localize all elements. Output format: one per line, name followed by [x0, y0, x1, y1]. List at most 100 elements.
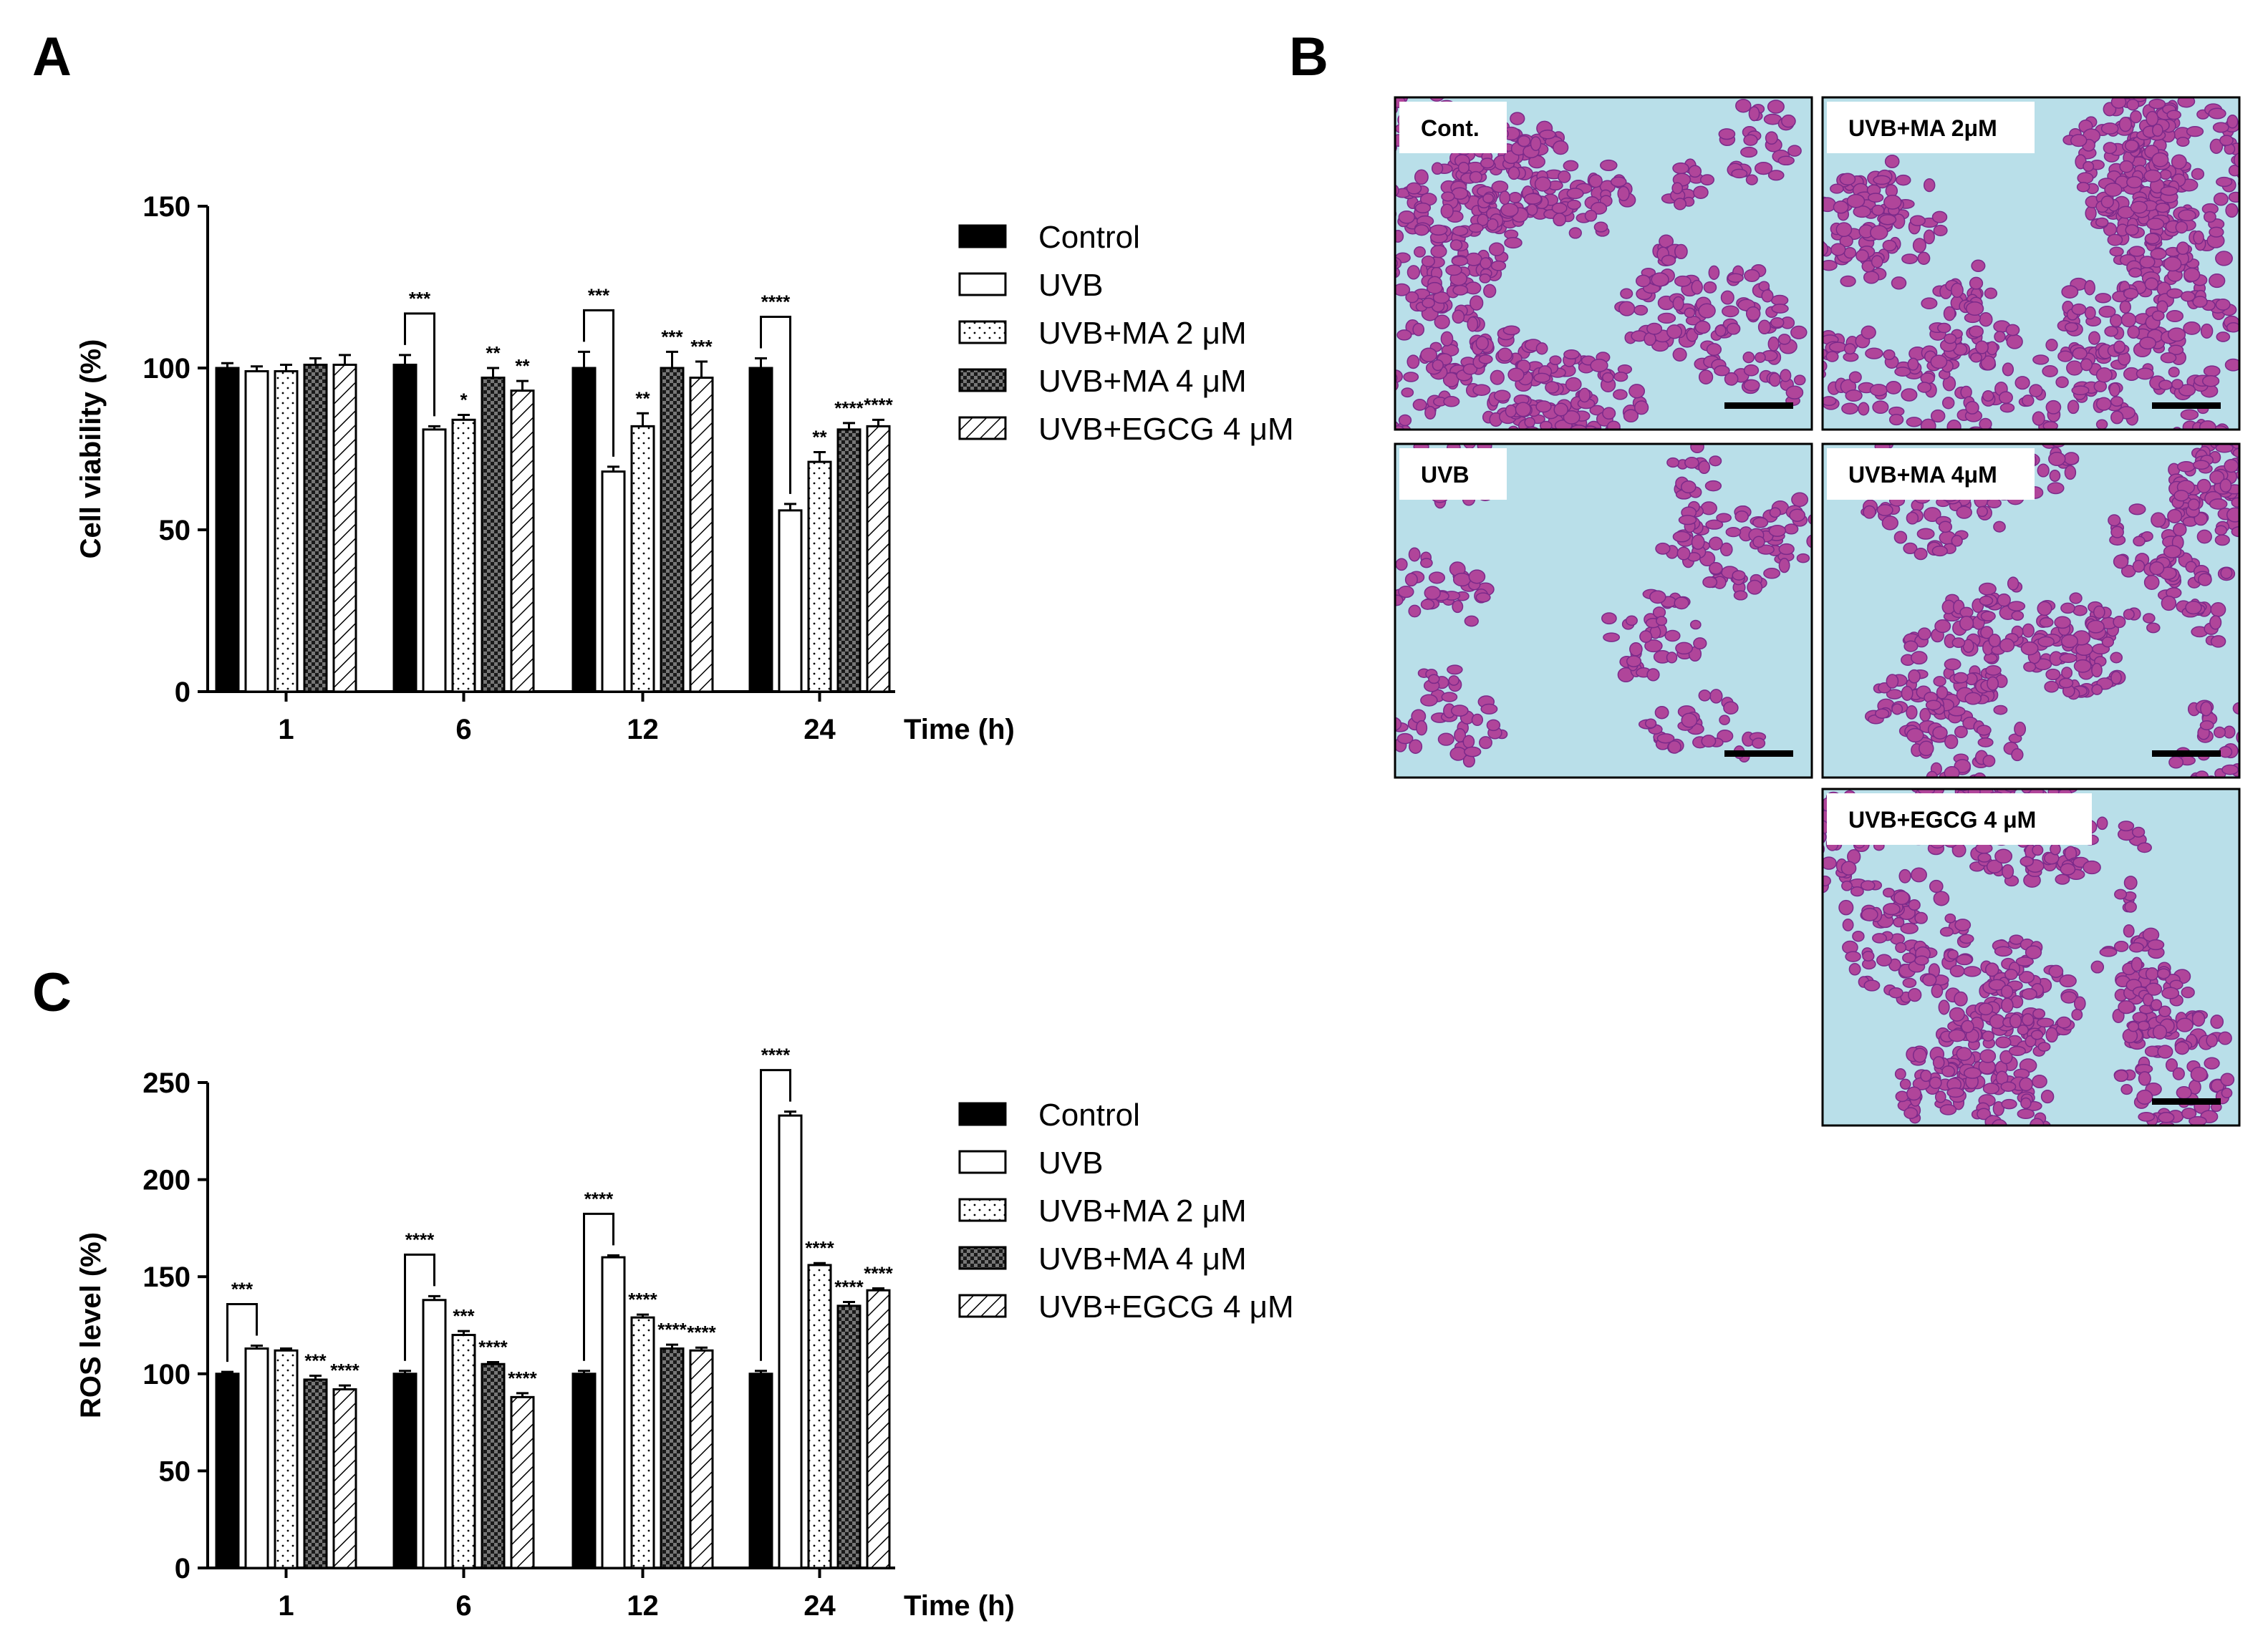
cell: [2136, 367, 2154, 380]
cell: [2224, 458, 2239, 473]
cell: [1432, 359, 1444, 372]
cell: [2199, 720, 2214, 730]
cell: [1954, 725, 1968, 738]
cell: [2142, 613, 2156, 624]
cell: [1823, 875, 1831, 886]
cell: [1693, 637, 1707, 650]
cell: [1409, 739, 1423, 754]
cell: [2247, 437, 2259, 447]
cell: [1644, 639, 1663, 653]
cell: [2231, 526, 2239, 538]
cell: [1965, 301, 1984, 316]
cell: [2096, 816, 2108, 831]
cell: [2232, 447, 2239, 458]
cell: [2166, 288, 2183, 299]
y-tick-label: 0: [175, 1553, 190, 1584]
cell: [1431, 162, 1444, 175]
cell: [1600, 159, 1618, 171]
cell: [2007, 601, 2026, 611]
cell: [1398, 586, 1414, 599]
cell: [1376, 115, 1392, 127]
cell: [1693, 185, 1709, 199]
cell: [1923, 229, 1935, 245]
cell: [1835, 222, 1853, 237]
cell: [1464, 746, 1482, 757]
cell: [1441, 692, 1458, 702]
cell: [1861, 880, 1876, 891]
cell: [1680, 480, 1697, 494]
cell: [1478, 354, 1493, 364]
cell: [2110, 410, 2124, 425]
cell: [2054, 616, 2071, 629]
cell: [1667, 740, 1681, 754]
panel-label-c: C: [32, 962, 72, 1023]
bar-uvb: [778, 509, 803, 693]
cell: [2252, 505, 2268, 515]
cell: [1535, 342, 1548, 355]
significance-label: **: [812, 427, 827, 448]
cell: [2220, 1073, 2235, 1087]
cell: [1863, 271, 1880, 284]
significance-label: **: [515, 355, 530, 377]
cell: [2165, 1058, 2178, 1073]
cell: [1803, 843, 1816, 853]
micrograph-label: Cont.: [1421, 115, 1480, 141]
cell: [2071, 1008, 2083, 1021]
cell: [2191, 1011, 2206, 1027]
cell: [1723, 701, 1739, 715]
cell: [1379, 367, 1391, 379]
cell: [1912, 238, 1926, 253]
cell: [2073, 996, 2086, 1011]
micrograph-panel: Cont. UVB+MA 2μM UVB UVB+MA 4μM UVB+EGCG 4 μ…: [1373, 96, 2268, 1127]
cell: [2042, 421, 2058, 430]
cell: [1565, 377, 1582, 392]
cell: [1719, 542, 1733, 557]
cell: [2215, 251, 2233, 266]
cell: [2131, 826, 2146, 838]
cell: [2090, 960, 2105, 974]
cell: [1676, 546, 1691, 561]
y-tick-label: 50: [159, 515, 191, 546]
cell: [1424, 405, 1437, 420]
micrograph-frame: [1394, 96, 1813, 431]
scale-bar: [2152, 402, 2221, 409]
cell: [1931, 984, 1944, 998]
cell: [2209, 470, 2225, 485]
cell: [1982, 755, 1996, 768]
cell: [1778, 543, 1795, 556]
cell: [2039, 617, 2054, 628]
significance-label: ****: [834, 1276, 864, 1297]
significance-bracket: [226, 1302, 258, 1362]
cell: [2180, 291, 2196, 302]
cell: [1548, 429, 1555, 430]
cell: [1839, 173, 1856, 186]
bar-uvb-egcg-4-m: [332, 1388, 357, 1569]
cell: [1975, 340, 1989, 354]
cell: [2037, 463, 2050, 478]
cell: [1373, 218, 1388, 227]
cell: [1644, 718, 1657, 729]
cell: [1563, 433, 1578, 442]
cell: [1840, 275, 1856, 287]
cell: [1911, 444, 1916, 445]
cell: [1414, 202, 1432, 213]
cell: [1563, 160, 1579, 172]
bar-uvb-ma-2-m: [274, 370, 299, 693]
bar-uvb-ma-4-m: [836, 428, 862, 693]
cell: [2118, 999, 2135, 1015]
bar-uvb-ma-2-m: [630, 1316, 655, 1569]
cell: [1491, 180, 1509, 193]
cell: [1830, 243, 1846, 256]
legend-swatch: [958, 1102, 1007, 1126]
significance-label: ***: [231, 1278, 254, 1299]
cell: [1408, 604, 1422, 618]
y-tick-label: 150: [143, 1262, 190, 1293]
cell: [1903, 640, 1919, 652]
cell: [1570, 424, 1588, 430]
cell: [1856, 249, 1869, 262]
cell: [1379, 223, 1393, 235]
cell: [2127, 325, 2141, 339]
cell: [1488, 242, 1505, 256]
cell: [2044, 680, 2060, 693]
cell: [2017, 1025, 2029, 1035]
